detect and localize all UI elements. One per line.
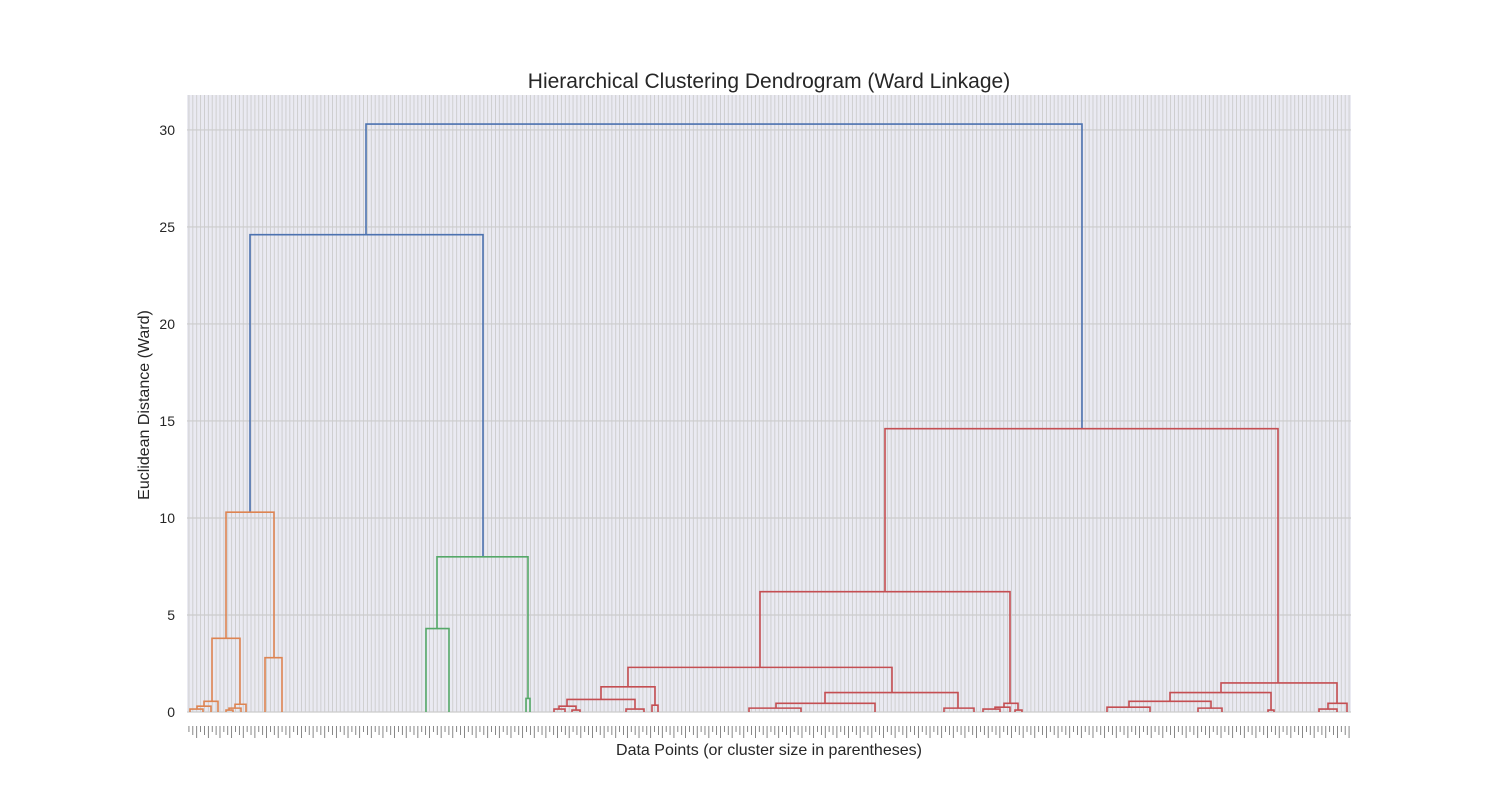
dendrogram-link-1 xyxy=(249,233,484,557)
y-tick-label-20: 20 xyxy=(159,316,175,332)
dendrogram-link-2 xyxy=(884,427,1279,683)
dendrogram-link-27 xyxy=(943,707,975,712)
dendrogram-link-8 xyxy=(189,708,204,712)
dendrogram-link-26 xyxy=(748,707,802,712)
dendrogram-link-36 xyxy=(1197,707,1223,712)
dendrogram-link-31 xyxy=(1014,709,1023,712)
dendrogram-link-17 xyxy=(600,685,656,706)
dendrogram-link-16 xyxy=(627,666,893,693)
dendrogram-links xyxy=(189,123,1348,712)
y-tick-label-5: 5 xyxy=(167,607,175,623)
dendrogram-link-28 xyxy=(1003,702,1019,711)
dendrogram-link-23 xyxy=(651,704,659,712)
dendrogram-link-29 xyxy=(994,706,1011,712)
horizontal-gridlines xyxy=(187,129,1351,713)
dendrogram-link-11 xyxy=(225,709,234,712)
dendrogram-link-32 xyxy=(1220,682,1338,704)
chart-title: Hierarchical Clustering Dendrogram (Ward… xyxy=(528,70,1010,93)
dendrogram-link-13 xyxy=(425,627,450,712)
dendrogram-link-10 xyxy=(228,707,242,712)
y-tick-label-15: 15 xyxy=(159,413,175,429)
y-tick-label-30: 30 xyxy=(159,122,175,138)
dendrogram-link-18 xyxy=(566,698,636,710)
dendrogram-link-30 xyxy=(982,708,1001,712)
dendrogram-link-34 xyxy=(1128,700,1212,709)
y-tick-label-25: 25 xyxy=(159,219,175,235)
dendrogram-link-3 xyxy=(225,511,275,658)
leaf-labels xyxy=(188,726,1350,738)
dendrogram-link-24 xyxy=(824,691,959,709)
dendrogram-link-6 xyxy=(203,700,219,712)
vertical-gridline-set xyxy=(188,95,1350,712)
dendrogram-link-37 xyxy=(1267,709,1275,712)
dendrogram-link-12 xyxy=(436,555,529,699)
dendrogram-link-35 xyxy=(1106,706,1151,712)
vertical-gridlines xyxy=(188,95,1350,712)
dendrogram-link-21 xyxy=(571,709,581,712)
plot-area xyxy=(187,95,1351,712)
y-axis-label: Euclidean Distance (Ward) xyxy=(136,310,153,500)
dendrogram-link-7 xyxy=(196,705,212,712)
dendrogram-link-38 xyxy=(1327,702,1348,712)
y-axis-ticks: 0 5 10 15 20 25 30 xyxy=(159,122,175,720)
dendrogram-link-25 xyxy=(775,702,876,712)
x-axis-label: Data Points (or cluster size in parenthe… xyxy=(616,742,922,759)
dendrogram-link-14 xyxy=(525,697,531,712)
dendrogram-link-22 xyxy=(625,708,645,712)
dendrogram-link-19 xyxy=(558,705,577,711)
y-tick-label-0: 0 xyxy=(167,704,175,720)
dendrogram-link-20 xyxy=(553,708,566,712)
dendrogram-link-4 xyxy=(211,637,241,705)
dendrogram-link-33 xyxy=(1169,691,1272,711)
dendrogram-link-15 xyxy=(759,590,1011,704)
dendrogram-link-0 xyxy=(365,123,1083,429)
dendrogram-link-39 xyxy=(1318,708,1338,712)
y-tick-label-10: 10 xyxy=(159,510,175,526)
dendrogram-link-9 xyxy=(234,703,247,712)
dendrogram-link-5 xyxy=(264,656,283,712)
